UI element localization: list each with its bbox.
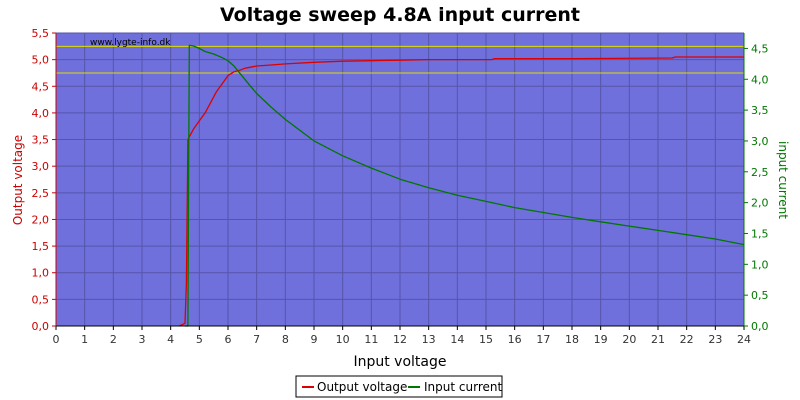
left-tick-label: 3,0 [32,160,50,173]
left-tick-label: 0,0 [32,320,50,333]
x-tick-label: 13 [422,333,436,346]
right-tick-label: 1,5 [751,227,769,240]
left-tick-label: 1,5 [32,240,50,253]
x-tick-label: 6 [225,333,232,346]
x-tick-label: 17 [536,333,550,346]
x-tick-label: 12 [393,333,407,346]
x-tick-label: 2 [110,333,117,346]
x-tick-label: 16 [508,333,522,346]
x-tick-label: 21 [651,333,665,346]
reference-lines [56,45,744,74]
x-tick-label: 0 [53,333,60,346]
left-tick-label: 4,5 [32,80,50,93]
x-tick-label: 19 [594,333,608,346]
x-tick-label: 1 [81,333,88,346]
x-tick-label: 14 [450,333,464,346]
right-tick-label: 2,0 [751,197,769,210]
x-axis-title: Input voltage [353,354,446,370]
legend-box [295,375,503,398]
x-axis-ticks: 0 1 2 3 4 5 6 7 8 9 10 11 12 13 14 15 16 17 18 19 20 21 22 23 24 [53,326,751,346]
x-tick-label: 20 [622,333,636,346]
left-tick-label: 5,0 [32,54,50,67]
right-tick-label: 0,0 [751,320,769,333]
right-axis-ticks: 0,0 0,5 1,0 1,5 2,0 2,5 3,0 3,5 4,0 4,5 [744,42,769,333]
right-tick-label: 4,0 [751,73,769,86]
right-tick-label: 2,5 [751,166,769,179]
x-tick-label: 22 [680,333,694,346]
right-tick-label: 0,5 [751,289,769,302]
left-tick-label: 3,5 [32,134,50,147]
legend-label-output-voltage: Output voltage [317,380,407,394]
right-axis-title: input current [776,141,790,219]
left-tick-label: 2,0 [32,213,50,226]
x-tick-label: 23 [708,333,722,346]
left-tick-label: 1,0 [32,267,50,280]
legend: Output voltage Input current [295,375,503,398]
series-line-input-current [185,44,745,327]
right-tick-label: 4,5 [751,42,769,55]
series-layer [179,44,745,327]
x-tick-label: 5 [196,333,203,346]
left-tick-label: 4,0 [32,107,50,120]
right-tick-label: 3,0 [751,135,769,148]
left-tick-label: 0,5 [32,293,50,306]
x-tick-label: 18 [565,333,579,346]
legend-label-input-current: Input current [424,380,502,394]
x-tick-label: 9 [311,333,318,346]
right-tick-label: 1,0 [751,258,769,271]
chart-title: Voltage sweep 4.8A input current [220,4,580,26]
series-line-output-voltage [179,56,744,327]
left-axis-title: Output voltage [11,135,25,225]
left-tick-label: 5,5 [32,27,50,40]
left-tick-label: 2,5 [32,187,50,200]
watermark: www.lygte-info.dk [90,38,171,48]
x-tick-label: 10 [336,333,350,346]
x-tick-label: 3 [139,333,146,346]
x-tick-label: 24 [737,333,751,346]
x-tick-label: 11 [364,333,378,346]
x-tick-label: 15 [479,333,493,346]
x-tick-label: 4 [167,333,174,346]
right-tick-label: 3,5 [751,104,769,117]
left-axis-ticks: 0,0 0,5 1,0 1,5 2,0 2,5 3,0 3,5 4,0 4,5 5,0 5,5 [32,27,56,333]
x-tick-label: 7 [253,333,260,346]
x-tick-label: 8 [282,333,289,346]
